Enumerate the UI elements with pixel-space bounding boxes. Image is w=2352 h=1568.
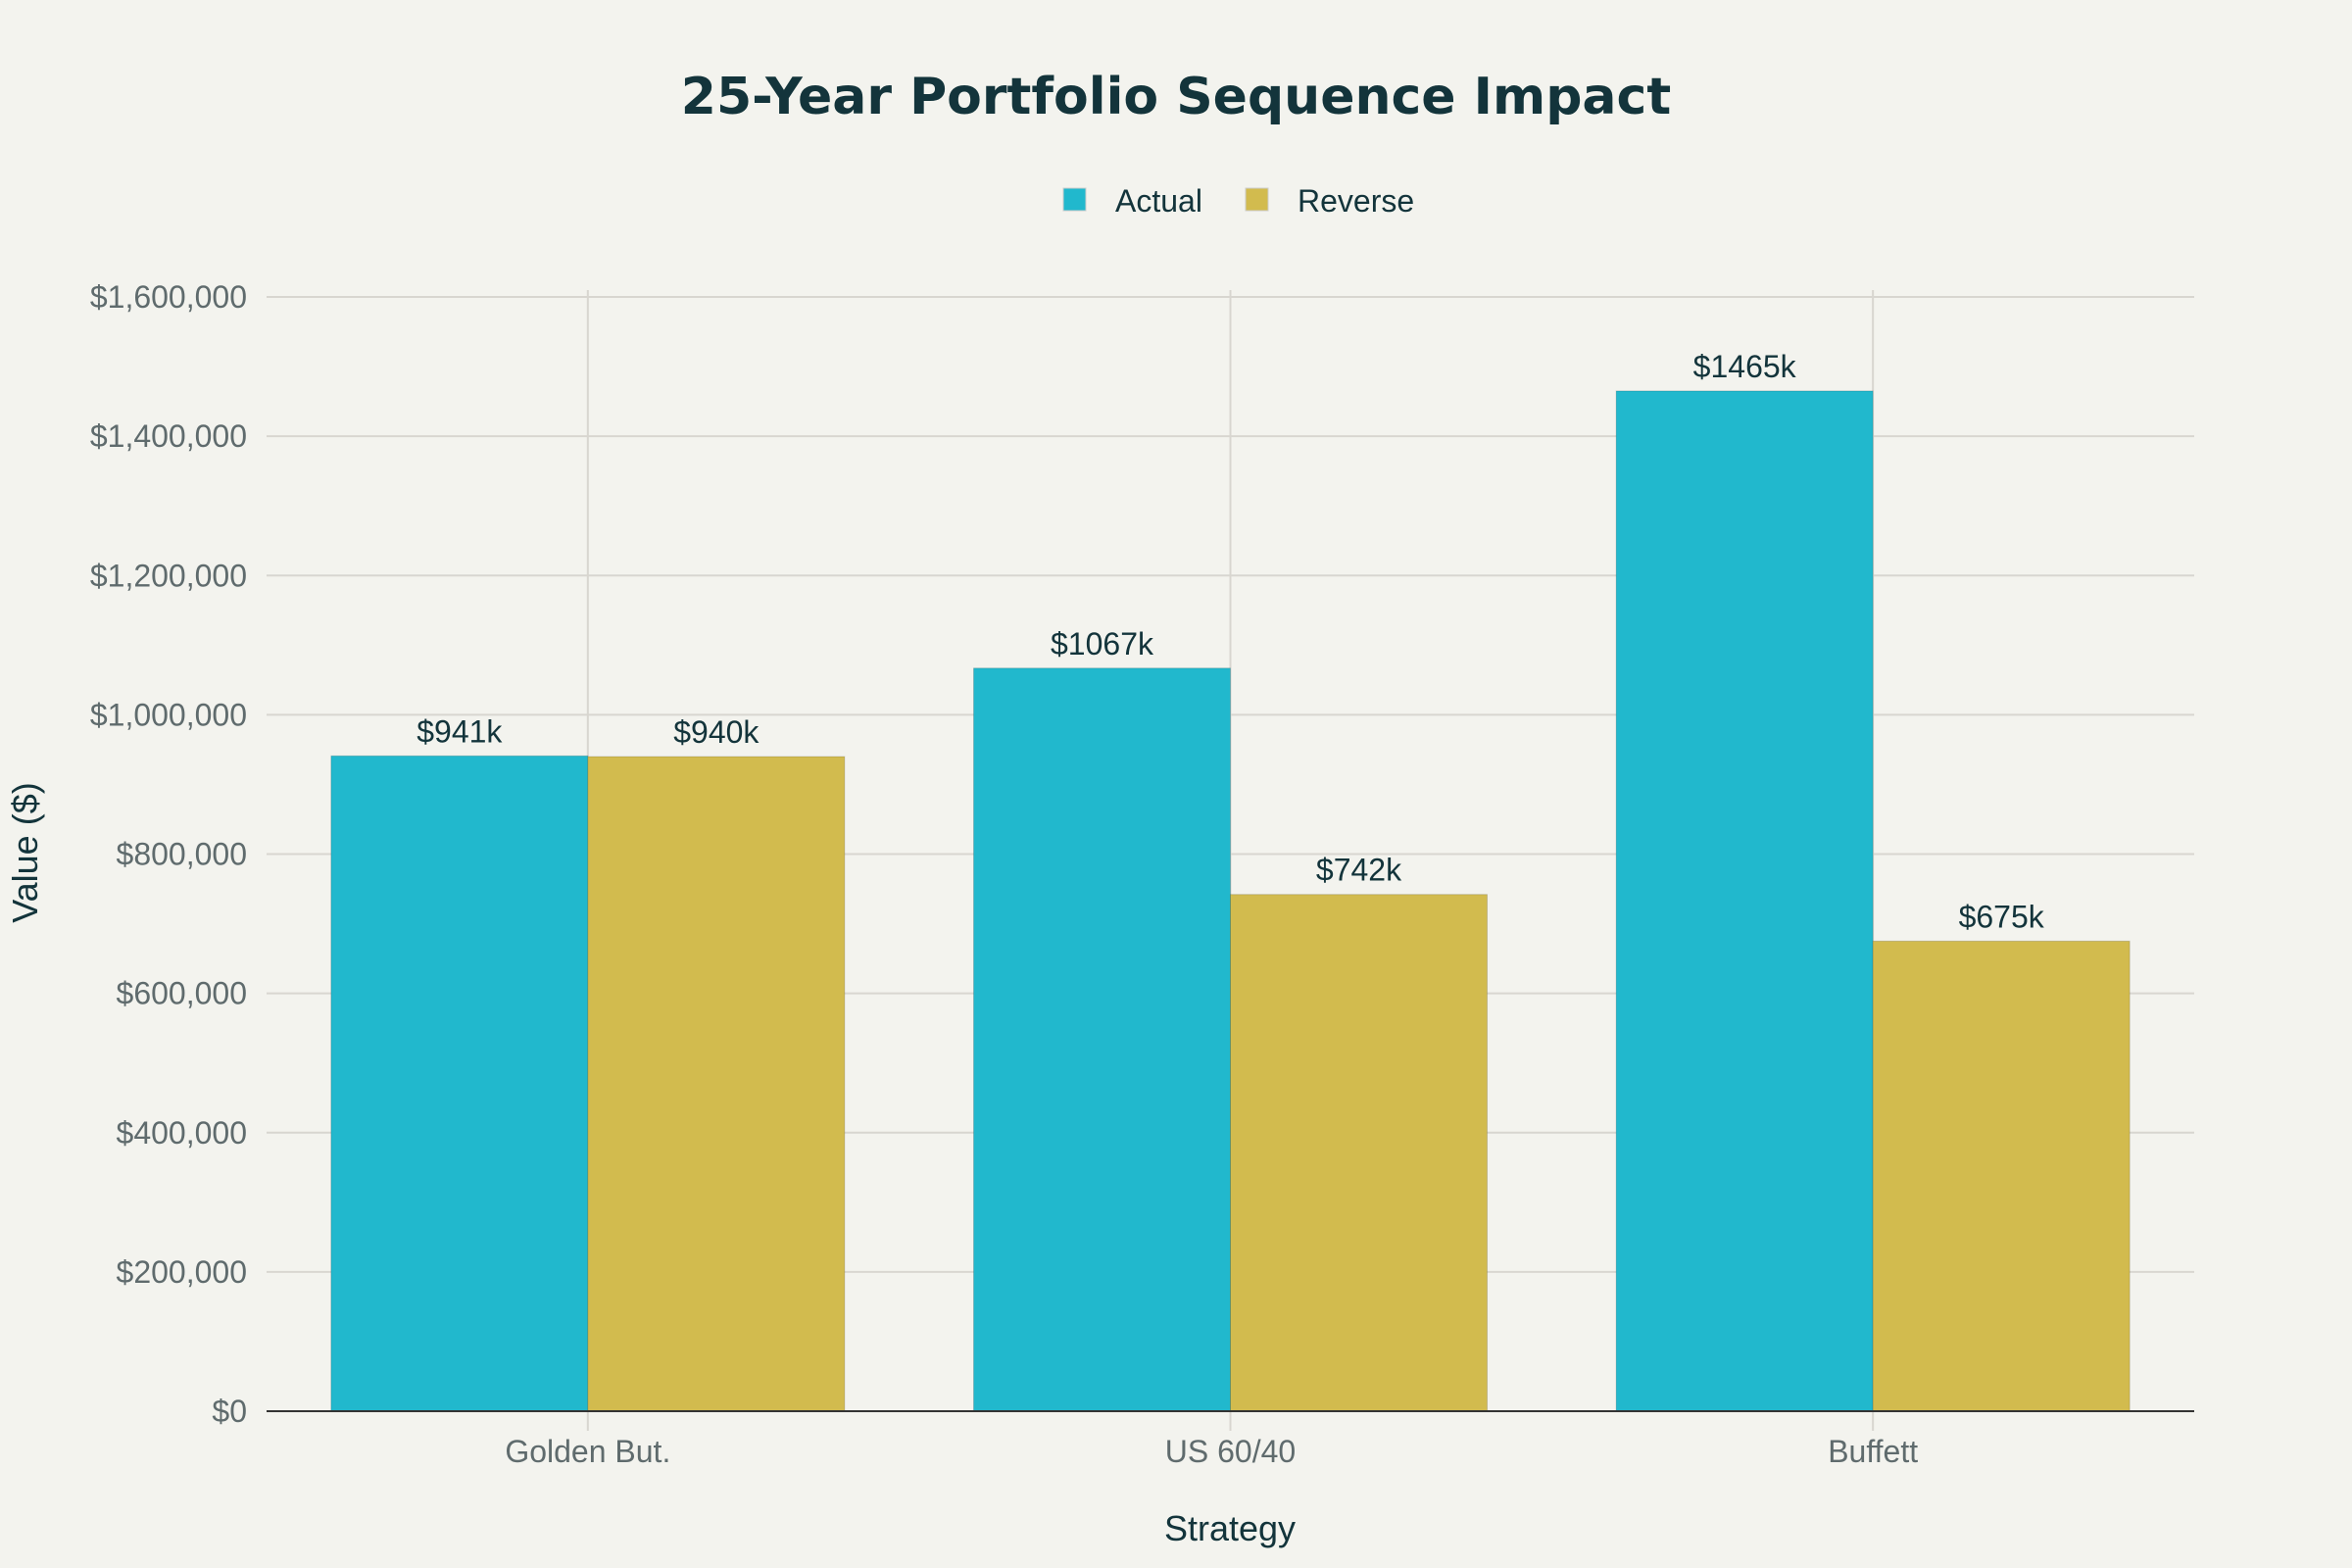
y-tick-label: $1,600,000 (90, 279, 247, 315)
bar-actual (330, 755, 589, 1412)
legend-swatch-reverse (1245, 187, 1269, 212)
data-label: $742k (1316, 853, 1402, 888)
data-labels: $941k $940k $1067k $742k $1465k $675k (416, 349, 2045, 934)
y-tick-label: $600,000 (117, 976, 247, 1011)
data-label: $1067k (1051, 626, 1154, 662)
legend: Actual Reverse (1062, 183, 1414, 219)
y-tick-label: $200,000 (117, 1254, 247, 1290)
y-tick-label: $400,000 (117, 1115, 247, 1151)
bar-actual (973, 667, 1231, 1412)
bar-reverse (587, 756, 846, 1412)
legend-label-actual: Actual (1115, 183, 1202, 219)
y-axis-ticks: $0 $200,000 $400,000 $600,000 $800,000 $1,000… (90, 279, 247, 1429)
data-label: $940k (673, 714, 760, 750)
legend-swatch-actual (1062, 187, 1087, 212)
y-tick-label: $800,000 (117, 837, 247, 872)
legend-label-reverse: Reverse (1298, 183, 1414, 219)
x-tick-label: US 60/40 (1165, 1434, 1296, 1469)
data-label: $1465k (1693, 349, 1797, 384)
x-tick-label: Golden But. (505, 1434, 670, 1469)
y-tick-label: $1,400,000 (90, 418, 247, 454)
y-axis-title: Value ($) (5, 782, 45, 922)
data-label: $675k (1959, 899, 2045, 934)
x-tick-label: Buffett (1828, 1434, 1918, 1469)
y-tick-label: $0 (212, 1394, 247, 1429)
chart-title: 25-Year Portfolio Sequence Impact (681, 68, 1671, 126)
y-tick-label: $1,200,000 (90, 558, 247, 593)
data-label: $941k (416, 713, 503, 749)
bars (330, 390, 2131, 1412)
bar-actual (1615, 390, 1874, 1412)
x-axis-title: Strategy (1164, 1508, 1296, 1548)
x-axis-ticks: Golden But. US 60/40 Buffett (505, 1434, 1918, 1469)
bar-reverse (1872, 940, 2131, 1412)
y-tick-label: $1,000,000 (90, 697, 247, 732)
bar-reverse (1230, 894, 1488, 1412)
